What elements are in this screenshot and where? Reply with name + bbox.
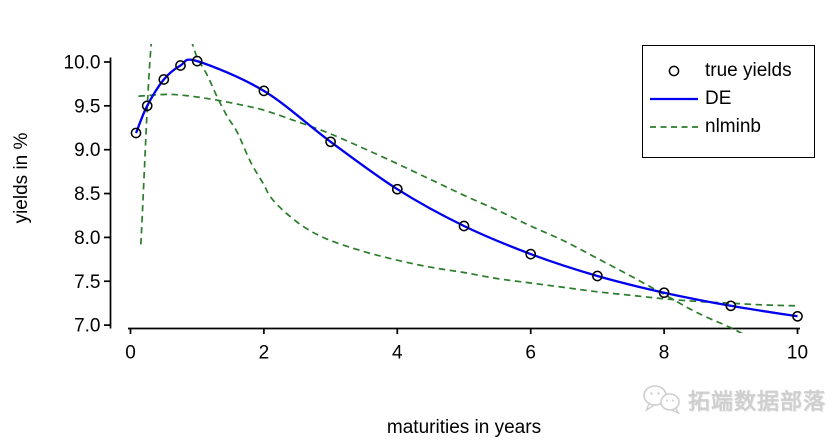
data-point-true-yields: [592, 270, 603, 282]
data-point-true-yields: [658, 287, 670, 299]
x-tick-label: 2: [259, 343, 270, 364]
legend: true yields DE nlminb: [642, 45, 815, 158]
data-point-true-yields: [792, 310, 803, 322]
watermark: 拓端数据部落: [641, 383, 826, 417]
x-tick-label: 8: [659, 343, 670, 364]
legend-item-de: DE: [643, 85, 814, 113]
open-circle-marker-icon: [668, 65, 680, 77]
legend-label-true-yields: true yields: [705, 60, 792, 81]
series-DE: [134, 58, 798, 318]
x-axis-title: maturities in years: [386, 417, 542, 438]
y-tick-label: 8.0: [74, 228, 100, 249]
y-tick-label: 9.0: [74, 140, 100, 161]
legend-label-de: DE: [705, 88, 732, 109]
data-point-true-yields: [175, 60, 186, 71]
data-point-true-yields: [158, 74, 170, 85]
data-point-true-yields: [130, 127, 142, 139]
data-point-true-yields: [525, 248, 537, 260]
y-tick-label: 7.0: [74, 316, 100, 337]
series-nlminb-1: [139, 44, 798, 307]
x-tick-label: 0: [125, 343, 136, 364]
data-point-true-yields: [325, 136, 336, 148]
legend-item-true-yields: true yields: [643, 57, 814, 85]
y-tick-label: 10.0: [64, 53, 101, 74]
x-tick-label: 6: [525, 343, 536, 364]
data-point-true-yields: [141, 100, 153, 112]
y-tick-label: 9.5: [74, 96, 100, 117]
x-tick-label: 4: [392, 343, 403, 364]
solid-line-icon: [650, 97, 698, 101]
watermark-text: 拓端数据部落: [688, 389, 827, 414]
x-tick-label: 10: [787, 343, 808, 364]
data-point-true-yields: [191, 55, 203, 67]
y-tick-label: 7.5: [74, 272, 100, 293]
data-point-true-yields: [725, 300, 737, 312]
wechat-bubbles-icon: [643, 385, 681, 415]
legend-label-nlminb: nlminb: [705, 116, 761, 137]
dashed-line-icon: [650, 126, 698, 128]
data-point-true-yields: [258, 85, 270, 97]
y-axis-title: yields in %: [11, 132, 32, 224]
data-point-true-yields: [391, 183, 403, 195]
y-tick-label: 8.5: [74, 184, 100, 205]
data-point-true-yields: [458, 220, 470, 232]
legend-item-nlminb: nlminb: [643, 113, 814, 141]
